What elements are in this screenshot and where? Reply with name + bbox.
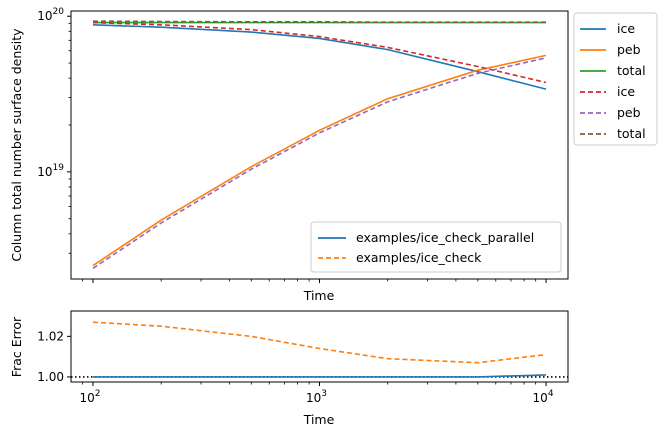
series-legend-label-peb-solid: peb [617,42,641,57]
error-series-line-serial [92,321,547,364]
error-x-axis: 102 103 104 [79,382,554,405]
series-legend: ice peb total ice peb total [573,12,658,146]
error-x-tick-label: 104 [533,389,554,405]
series-legend-label-peb-dashed: peb [617,105,641,120]
series-legend-label-ice-solid: ice [617,21,635,36]
series-legend-label-total-solid: total [617,63,646,78]
error-y-tick-label: 1.02 [37,329,64,343]
series-legend-box [573,12,658,146]
main-series-group [92,20,547,269]
main-panel: 1019 1020 Time Column total number surfac… [9,7,569,303]
series-legend-label-ice-dashed: ice [617,84,635,99]
main-y-tick-label: 1019 [37,163,64,179]
runs-legend: examples/ice_check_parallel examples/ice… [310,221,562,273]
error-plot-frame [70,310,569,383]
series-line-peb-dashed [92,57,547,269]
error-y-axis-label: Frac Error [9,316,24,377]
series-line-peb-solid [92,54,547,267]
series-line-ice-solid [92,24,547,90]
main-x-axis [82,279,547,283]
series-line-ice-dashed [92,21,547,84]
main-x-axis-label: Time [303,288,335,303]
error-series-line-parallel [93,374,547,378]
error-x-axis-label: Time [303,412,335,427]
runs-legend-box [310,221,562,273]
error-series-group [71,321,568,378]
error-y-tick-label: 1.00 [37,370,64,384]
runs-legend-label-serial: examples/ice_check [356,250,482,265]
error-x-tick-label: 103 [306,389,327,405]
error-y-axis: 1.00 1.02 [37,329,71,384]
main-y-tick-label: 1020 [37,7,64,23]
runs-legend-label-parallel: examples/ice_check_parallel [356,230,534,245]
error-x-tick-label: 102 [79,389,100,405]
main-y-axis-label: Column total number surface density [9,28,24,262]
error-panel: 1.00 1.02 102 103 104 Time Frac Error [9,310,569,427]
series-legend-label-total-dashed: total [617,126,646,141]
series-line-total-dashed [92,20,546,24]
main-y-axis: 1019 1020 [37,7,71,254]
